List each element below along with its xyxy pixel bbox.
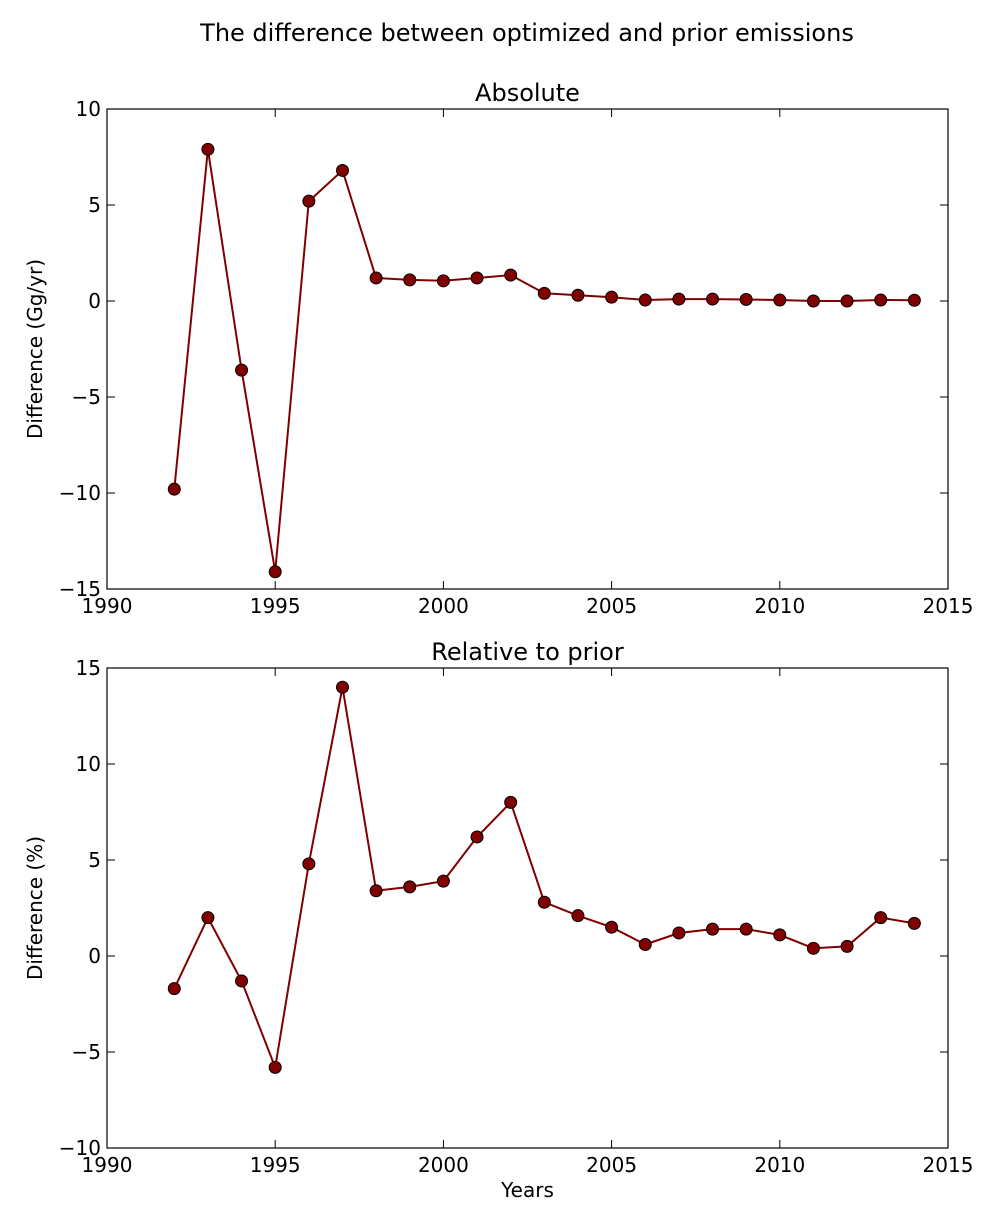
relative-y-tick-label: 0 [88, 944, 101, 968]
relative-x-axis-label: Years [500, 1178, 554, 1202]
absolute-y-tick-label: −5 [72, 385, 101, 409]
absolute-data-point [403, 273, 417, 287]
relative-plot-frame [106, 667, 949, 1149]
absolute-data-point [470, 271, 484, 285]
absolute-title: Absolute [475, 79, 580, 107]
absolute-data-point [907, 293, 921, 307]
absolute-x-tick-label: 2005 [586, 594, 637, 618]
relative-y-tick-label: 5 [88, 848, 101, 872]
relative-y-tick-label: 15 [76, 656, 101, 680]
absolute-data-point [268, 565, 282, 579]
absolute-data-point [739, 292, 753, 306]
relative-x-tick-label: 1990 [82, 1153, 133, 1177]
relative-data-point [806, 941, 820, 955]
relative-y-axis-label: Difference (%) [23, 836, 47, 980]
absolute-panel: Absolute 1990 1995 2000 2005 2010 2015 −15 −10 −5… [23, 79, 973, 618]
relative-data-point [571, 909, 585, 923]
relative-data-point [335, 680, 349, 694]
absolute-x-tick-label: 1995 [250, 594, 301, 618]
relative-data-point [874, 911, 888, 925]
absolute-data-point [571, 288, 585, 302]
relative-data-point [504, 795, 518, 809]
relative-data-point [167, 982, 181, 996]
absolute-data-point [235, 363, 249, 377]
relative-series-line [173, 687, 915, 1072]
absolute-data-point [201, 142, 215, 156]
relative-x-tick-label: 2005 [586, 1153, 637, 1177]
relative-y-tick-label: 10 [76, 752, 101, 776]
figure-title: The difference between optimized and pri… [199, 19, 854, 47]
absolute-x-tick-label: 2000 [418, 594, 469, 618]
absolute-data-point [605, 290, 619, 304]
absolute-data-point [638, 293, 652, 307]
relative-data-point [201, 911, 215, 925]
relative-data-point [302, 857, 316, 871]
relative-data-point [436, 874, 450, 888]
relative-x-tick-label: 2015 [923, 1153, 974, 1177]
absolute-data-point [672, 292, 686, 306]
absolute-x-tick-label: 1990 [82, 594, 133, 618]
relative-data-point [235, 974, 249, 988]
relative-data-point [638, 937, 652, 951]
absolute-data-point [840, 294, 854, 308]
relative-data-point [672, 926, 686, 940]
absolute-data-point [436, 274, 450, 288]
relative-data-point [706, 922, 720, 936]
relative-data-point [907, 916, 921, 930]
absolute-y-tick-label: 0 [88, 289, 101, 313]
relative-data-point [537, 895, 551, 909]
absolute-data-point [773, 293, 787, 307]
absolute-data-point [369, 271, 383, 285]
absolute-data-point [706, 292, 720, 306]
relative-data-point [605, 920, 619, 934]
absolute-y-tick-label: −15 [59, 577, 101, 601]
relative-data-point [739, 922, 753, 936]
relative-x-tick-label: 2000 [418, 1153, 469, 1177]
relative-data-point [840, 939, 854, 953]
relative-y-tick-label: −5 [72, 1040, 101, 1064]
absolute-data-point [504, 268, 518, 282]
absolute-series-line [173, 149, 915, 572]
absolute-data-point [335, 163, 349, 177]
relative-data-point [268, 1060, 282, 1074]
absolute-y-tick-label: 5 [88, 193, 101, 217]
relative-y-tick-label: −10 [59, 1136, 101, 1160]
absolute-data-point [302, 194, 316, 208]
absolute-data-point [167, 482, 181, 496]
relative-panel: Relative to prior 1990 1995 2000 2005 2010 201… [23, 638, 973, 1202]
relative-data-point [470, 830, 484, 844]
relative-data-point [369, 884, 383, 898]
absolute-x-tick-label: 2010 [754, 594, 805, 618]
relative-x-tick-label: 1995 [250, 1153, 301, 1177]
absolute-y-tick-label: −10 [59, 481, 101, 505]
absolute-data-point [537, 286, 551, 300]
absolute-plot-frame [106, 108, 949, 590]
absolute-data-point [874, 293, 888, 307]
absolute-y-tick-label: 10 [76, 97, 101, 121]
relative-data-point [773, 928, 787, 942]
absolute-data-point [806, 294, 820, 308]
absolute-x-tick-label: 2015 [923, 594, 974, 618]
relative-x-tick-label: 2010 [754, 1153, 805, 1177]
relative-title: Relative to prior [431, 638, 624, 666]
relative-data-point [403, 880, 417, 894]
absolute-y-axis-label: Difference (Gg/yr) [23, 259, 47, 439]
